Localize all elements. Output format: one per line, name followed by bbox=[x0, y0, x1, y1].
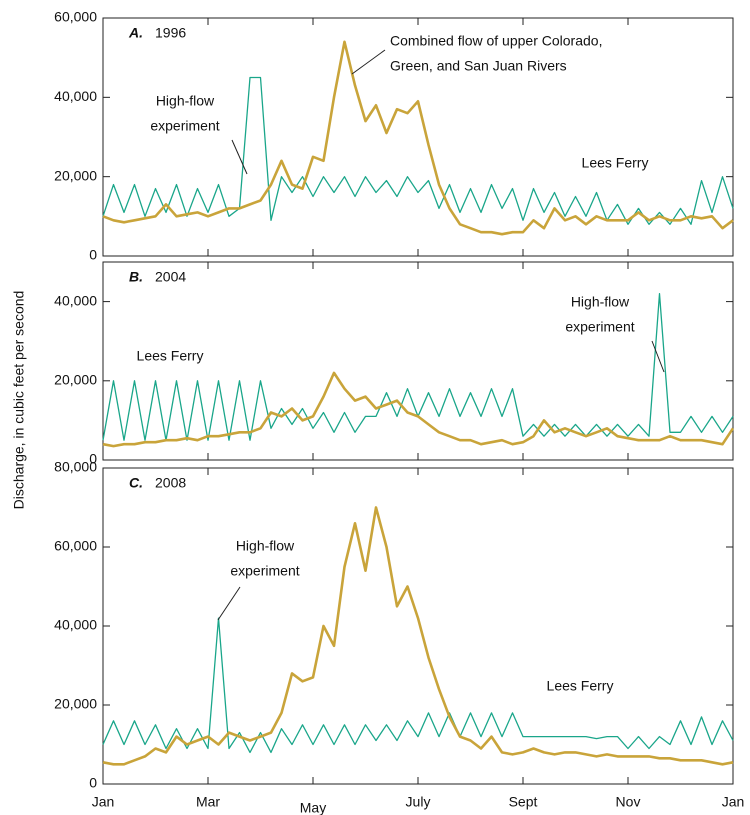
series-line bbox=[102, 293, 734, 441]
y-tick-label: 40,000 bbox=[54, 292, 97, 308]
annotation: Green, and San Juan Rivers bbox=[390, 58, 567, 74]
annotation: High-flow bbox=[156, 93, 215, 109]
series-line bbox=[102, 371, 735, 448]
annotation: High-flow bbox=[571, 294, 630, 310]
x-tick-label: Mar bbox=[196, 794, 220, 810]
leader-line bbox=[217, 586, 241, 621]
series-line bbox=[102, 506, 734, 766]
plot-frame bbox=[102, 17, 734, 257]
annotation: experiment bbox=[230, 563, 299, 579]
y-tick-label: 20,000 bbox=[54, 372, 97, 388]
y-tick-label: 0 bbox=[89, 247, 97, 263]
series-line bbox=[102, 617, 734, 754]
y-tick-label: 40,000 bbox=[54, 617, 97, 633]
annotation: Lees Ferry bbox=[582, 155, 649, 171]
panel-title: 2004 bbox=[155, 269, 186, 285]
y-tick-label: 20,000 bbox=[54, 696, 97, 712]
x-tick-label: May bbox=[300, 800, 326, 815]
panel-title: 2008 bbox=[155, 475, 186, 491]
leader-line bbox=[351, 49, 386, 75]
annotation: Combined flow of upper Colorado, bbox=[390, 33, 602, 49]
annotation: Lees Ferry bbox=[547, 678, 614, 694]
y-tick-label: 60,000 bbox=[54, 9, 97, 25]
series-line bbox=[102, 76, 734, 225]
leader-line bbox=[231, 139, 248, 175]
x-tick-label: July bbox=[406, 794, 431, 810]
y-tick-label: 20,000 bbox=[54, 167, 97, 183]
panel-label: C. bbox=[129, 475, 143, 491]
annotation: High-flow bbox=[236, 538, 295, 554]
panel-label: B. bbox=[129, 269, 143, 285]
annotation: Lees Ferry bbox=[137, 348, 204, 364]
leader-line bbox=[651, 340, 665, 373]
panel-title: 1996 bbox=[155, 25, 186, 41]
y-tick-label: 0 bbox=[89, 451, 97, 467]
x-tick-label: Nov bbox=[616, 794, 641, 810]
y-tick-label: 40,000 bbox=[54, 88, 97, 104]
annotation: experiment bbox=[565, 319, 634, 335]
x-tick-label: Jan bbox=[722, 794, 745, 810]
series-line bbox=[102, 40, 734, 236]
annotation: experiment bbox=[150, 118, 219, 134]
y-tick-label: 80,000 bbox=[54, 459, 97, 475]
panel-label: A. bbox=[128, 25, 143, 41]
x-tick-label: Sept bbox=[509, 794, 538, 810]
x-tick-label: Jan bbox=[92, 794, 115, 810]
y-axis-label: Discharge, in cubic feet per second bbox=[11, 291, 27, 510]
y-tick-label: 0 bbox=[89, 775, 97, 791]
y-tick-label: 60,000 bbox=[54, 538, 97, 554]
